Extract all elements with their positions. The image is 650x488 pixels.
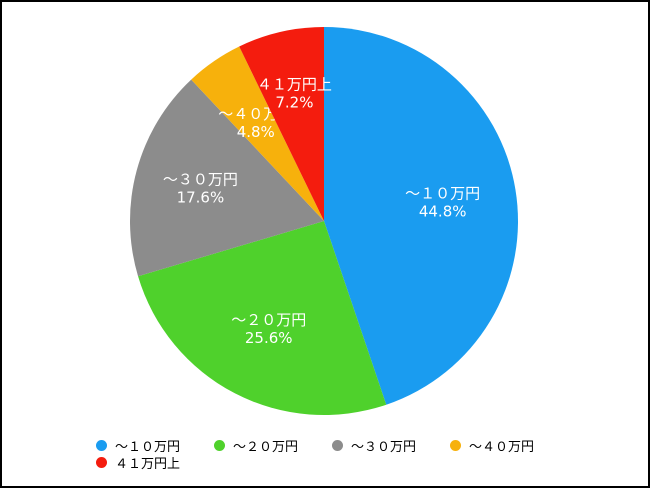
legend-label: ～４０万円 (469, 440, 535, 455)
legend-item-20man: ～２０万円 (214, 437, 299, 455)
legend-item-10man: ～１０万円 (96, 437, 181, 455)
slice-30man-value-label: 17.6% (177, 189, 225, 207)
legend-swatch (96, 440, 107, 451)
legend: ～１０万円 ～２０万円 ～３０万円 ～４０万円 ４１万円上 (96, 437, 616, 472)
legend-swatch (96, 457, 107, 468)
slice-41man-over (239, 27, 324, 221)
slice-20man-value-label: 25.6% (245, 329, 293, 347)
legend-swatch (450, 440, 462, 451)
slice-41man-over-value-label: 7.2% (275, 93, 313, 111)
legend-swatch (332, 440, 344, 451)
legend-label: ～１０万円 (115, 440, 181, 455)
legend-item-30man: ～３０万円 (332, 437, 417, 455)
legend-label: ４１万円上 (115, 457, 181, 472)
legend-swatch (214, 440, 226, 451)
slice-10man-category-label: ～１０万円 (405, 184, 480, 202)
slice-40man (191, 46, 324, 221)
legend-item-41man-over: ４１万円上 (96, 454, 582, 472)
legend-item-40man: ～４０万円 (450, 437, 535, 455)
slice-10man-value-label: 44.8% (419, 202, 467, 220)
slice-41man-over-category-label: ４１万円上 (257, 75, 332, 93)
slice-30man (129, 79, 324, 277)
slice-10man (324, 27, 518, 405)
legend-label: ～３０万円 (351, 440, 417, 455)
legend-label: ～２０万円 (233, 440, 299, 455)
slice-30man-category-label: ～３０万円 (163, 171, 238, 189)
slice-40man-value-label: 4.8% (237, 123, 275, 141)
slice-20man (138, 221, 387, 415)
slice-20man-category-label: ～２０万円 (231, 311, 306, 329)
